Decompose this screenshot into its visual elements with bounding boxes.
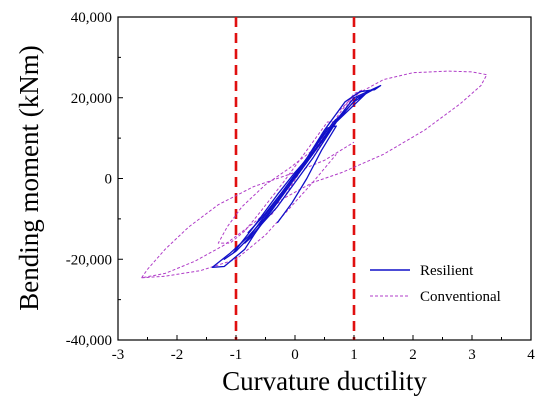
series-line-resilient — [211, 84, 382, 268]
series-line-resilient — [223, 93, 367, 260]
y-tick-label: 40,000 — [71, 10, 112, 26]
series-line-conventional — [141, 141, 355, 279]
x-tick-label: 4 — [527, 347, 535, 363]
y-axis: -40,000 -20,000 0 20,000 40,000 — [66, 10, 123, 349]
x-tick-label: -3 — [112, 347, 125, 363]
y-axis-title: Bending moment (kNm) — [14, 45, 44, 310]
series-line-conventional — [217, 89, 364, 244]
x-tick-label: -2 — [171, 347, 184, 363]
x-tick-label: 1 — [350, 347, 358, 363]
series-line-resilient — [247, 125, 337, 234]
x-axis-title: Curvature ductility — [222, 366, 427, 396]
x-tick-label: 2 — [409, 347, 417, 363]
x-tick-label: 0 — [291, 347, 299, 363]
reference-lines — [234, 17, 356, 340]
legend-label-resilient: Resilient — [420, 263, 474, 279]
x-axis: -3 -2 -1 0 1 2 3 4 — [112, 335, 535, 363]
x-tick-label: 3 — [468, 347, 476, 363]
series-layer — [141, 70, 488, 279]
y-tick-label: -20,000 — [66, 252, 112, 268]
x-tick-label: -1 — [230, 347, 243, 363]
series-line-conventional — [141, 153, 337, 279]
legend-label-conventional: Conventional — [420, 289, 501, 305]
y-tick-label: 0 — [105, 172, 113, 188]
series-line-conventional — [244, 121, 337, 232]
legend: Resilient Conventional — [370, 263, 501, 305]
y-tick-label: -40,000 — [66, 333, 112, 349]
y-tick-label: 20,000 — [71, 91, 112, 107]
series-line-conventional — [141, 70, 488, 279]
